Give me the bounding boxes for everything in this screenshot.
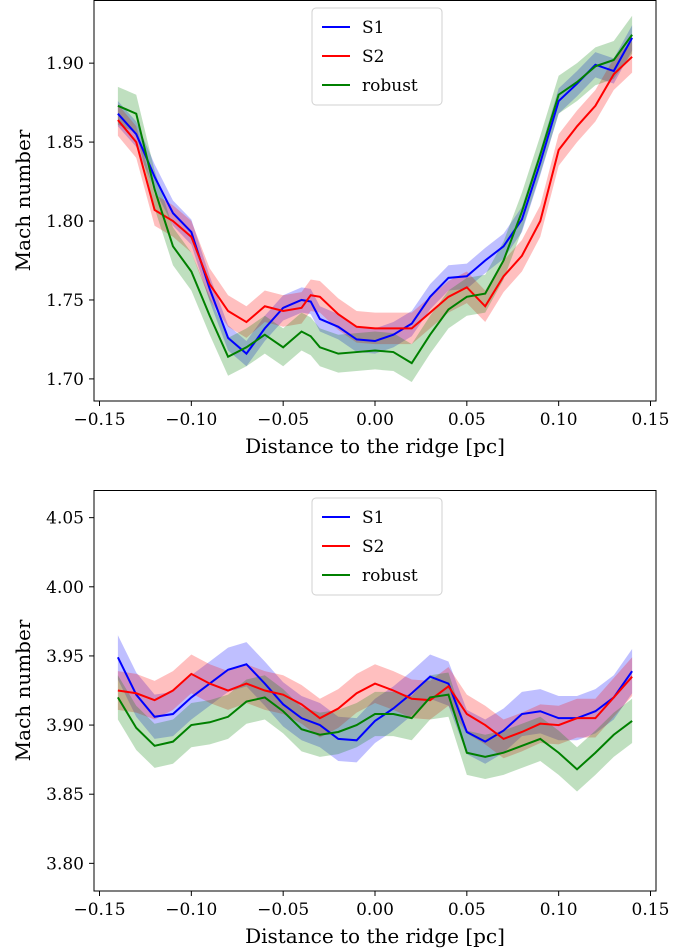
y-tick-label: 4.05: [46, 509, 84, 529]
legend: S1 S2 robust: [311, 497, 443, 596]
chart-panel-2: −0.15 −0.10 −0.05 0.00 0.05 0.10 0.15 3.80 3.85 3…: [11, 490, 670, 948]
x-tick-label: 0.00: [356, 900, 394, 920]
x-tick-label: −0.15: [73, 410, 125, 430]
y-tick-label: 1.70: [46, 370, 84, 390]
x-tick-label: −0.05: [257, 410, 309, 430]
y-tick-label: 3.90: [46, 716, 84, 736]
x-axis-label: Distance to the ridge [pc]: [245, 434, 505, 458]
x-tick-label: 0.05: [448, 410, 486, 430]
x-tick-label: 0.10: [540, 410, 578, 430]
x-tick-label: 0.15: [632, 410, 670, 430]
legend-box: [311, 7, 443, 106]
series-line-S1: [116, 656, 633, 743]
chart-panel-1: −0.15 −0.10 −0.05 0.00 0.05 0.10 0.15 1.70 1.75 1…: [11, 0, 670, 458]
series-line-S2: [117, 56, 633, 330]
y-tick-label: 1.85: [46, 133, 84, 153]
x-axis-label: Distance to the ridge [pc]: [245, 924, 505, 948]
y-tick-label: 1.75: [46, 291, 84, 311]
y-tick-label: 3.85: [46, 785, 84, 805]
y-tick-label: 1.80: [46, 212, 84, 232]
y-axis-label: Mach number: [11, 129, 35, 271]
y-tick-label: 3.80: [46, 854, 84, 874]
series-line-S2: [117, 672, 633, 741]
series-line-S1: [117, 37, 633, 356]
legend-label-robust: robust: [362, 76, 418, 96]
x-tick-label: 0.05: [448, 900, 486, 920]
y-tick-label: 4.00: [46, 578, 84, 598]
x-tick-label: −0.05: [257, 900, 309, 920]
plot-area: [116, 635, 633, 792]
legend-label-S2: S2: [362, 47, 384, 67]
legend: S1 S2 robust: [311, 7, 443, 106]
y-tick-label: 3.95: [46, 647, 84, 667]
series-line-robust: [117, 693, 633, 771]
series-band-S2: [117, 654, 633, 759]
plot-area: [117, 15, 633, 383]
legend-box: [311, 497, 443, 596]
x-tick-label: −0.10: [165, 900, 217, 920]
series-line-robust: [117, 34, 633, 365]
x-tick-label: −0.10: [165, 410, 217, 430]
x-tick-label: 0.00: [356, 410, 394, 430]
y-axis-label: Mach number: [11, 619, 35, 761]
legend-label-S2: S2: [362, 537, 384, 557]
legend-label-S1: S1: [362, 18, 384, 38]
y-tick-label: 1.90: [46, 54, 84, 74]
series-band-S2: [117, 41, 633, 345]
x-tick-label: 0.10: [540, 900, 578, 920]
x-tick-label: 0.15: [632, 900, 670, 920]
legend-label-robust: robust: [362, 566, 418, 586]
x-tick-label: −0.15: [73, 900, 125, 920]
legend-label-S1: S1: [362, 508, 384, 528]
